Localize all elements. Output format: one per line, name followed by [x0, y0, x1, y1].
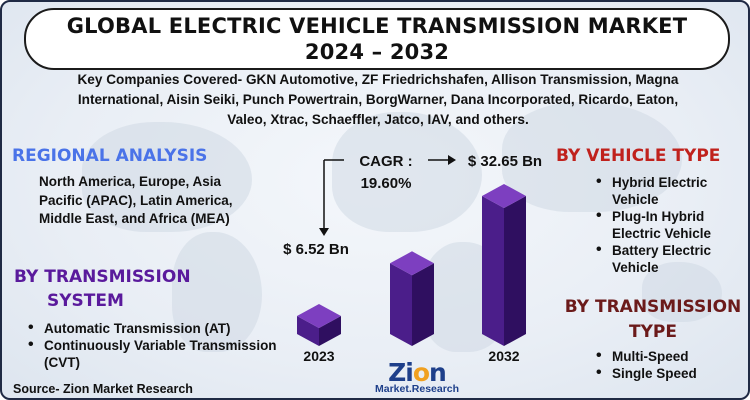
transmission-system-heading-line-1: BY TRANSMISSION — [14, 267, 191, 287]
x-tick-label-2023: 2023 — [303, 348, 334, 364]
source-text: Source- Zion Market Research — [13, 382, 193, 396]
title-line-1: GLOBAL ELECTRIC VEHICLE TRANSMISSION MAR… — [66, 14, 688, 38]
bar-mid-right-face — [412, 263, 434, 346]
logo-subtitle: Market.Research — [375, 383, 460, 395]
bar-2032-left-face — [482, 196, 504, 346]
cagr-label: CAGR : — [359, 153, 412, 170]
bar-value-label-2023: $ 6.52 Bn — [283, 241, 349, 258]
vehicle-type-list: Hybrid Electric Vehicle Plug-In Hybrid E… — [590, 173, 740, 276]
x-tick-label-2032: 2032 — [488, 348, 519, 364]
bar-value-label-2032: $ 32.65 Bn — [468, 153, 542, 170]
bar-2032-top-face — [482, 184, 526, 208]
cagr-arrow-right-head — [448, 155, 456, 165]
list-item: Multi-Speed — [590, 347, 740, 365]
bar-2023-left-face — [297, 316, 319, 346]
world-map-shape — [82, 122, 252, 232]
logo-wordmark: Zion — [388, 358, 447, 387]
regional-analysis-text: North America, Europe, Asia Pacific (APA… — [39, 174, 233, 226]
title-banner: GLOBAL ELECTRIC VEHICLE TRANSMISSION MAR… — [24, 8, 730, 70]
list-item: Plug-In Hybrid Electric Vehicle — [590, 207, 740, 242]
bars-group — [297, 184, 526, 346]
zion-logo: Zion Market.Research — [375, 358, 460, 395]
cagr-value: 19.60% — [361, 175, 412, 192]
list-item: Automatic Transmission (AT) — [22, 319, 302, 337]
key-companies-text: Key Companies Covered- GKN Automotive, Z… — [77, 72, 679, 127]
title-line-2: 2024 – 2032 — [304, 40, 450, 64]
cagr-arrow-down-head — [319, 228, 329, 236]
transmission-type-heading: BY TRANSMISSION TYPE — [558, 295, 748, 345]
regional-analysis-heading: REGIONAL ANALYSIS — [12, 146, 208, 166]
list-item: Continuously Variable Transmission (CVT) — [22, 336, 302, 371]
list-item: Battery Electric Vehicle — [590, 241, 740, 276]
transmission-system-heading: BY TRANSMISSION SYSTEM — [14, 265, 224, 313]
bar-2023-right-face — [319, 316, 341, 346]
list-item: Single Speed — [590, 364, 740, 382]
transmission-type-heading-line-2: TYPE — [629, 322, 677, 342]
bar-mid-top-face — [390, 251, 434, 276]
world-map-shape — [332, 112, 482, 232]
transmission-system-list: Automatic Transmission (AT) Continuously… — [22, 319, 302, 371]
bar-mid-left-face — [390, 263, 412, 346]
transmission-system-heading-line-2: SYSTEM — [47, 291, 124, 311]
transmission-type-list: Multi-Speed Single Speed — [590, 347, 740, 382]
vehicle-type-heading: BY VEHICLE TYPE — [556, 146, 721, 166]
bar-2032-right-face — [504, 196, 526, 346]
bar-2023-top-face — [297, 304, 341, 329]
list-item: Hybrid Electric Vehicle — [590, 173, 740, 208]
transmission-type-heading-line-1: BY TRANSMISSION — [564, 297, 742, 317]
